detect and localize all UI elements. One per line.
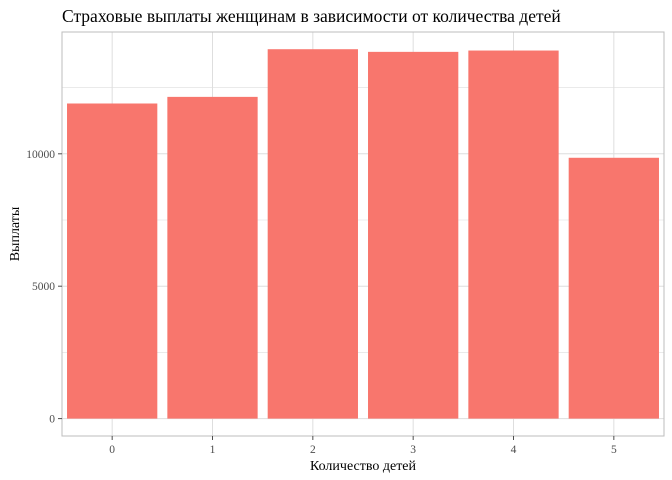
bar-3	[368, 51, 459, 419]
y-tick-label: 0	[49, 414, 55, 426]
bar-0	[67, 103, 158, 419]
x-tick-label: 0	[109, 444, 115, 456]
chart-title: Страховые выплаты женщинам в зависимости…	[62, 6, 561, 26]
panel-border	[61, 31, 665, 437]
x-tick-label: 3	[410, 444, 416, 456]
bar-4	[468, 50, 559, 419]
bar-2	[267, 49, 358, 419]
bar-5	[568, 157, 659, 419]
plot-panel	[61, 31, 665, 437]
x-axis: 0 1 2 3 4 5	[109, 436, 617, 456]
x-tick-label: 2	[310, 444, 316, 456]
y-axis: 0 5000 10000	[26, 149, 62, 426]
y-tick-label: 5000	[32, 281, 55, 293]
bar-1	[167, 96, 258, 419]
bars	[67, 49, 659, 419]
y-tick-label: 10000	[26, 149, 55, 161]
x-axis-title: Количество детей	[310, 459, 417, 474]
x-tick-label: 1	[210, 444, 216, 456]
x-tick-label: 5	[611, 444, 617, 456]
y-axis-title: Выплаты	[8, 206, 23, 261]
x-tick-label: 4	[511, 444, 517, 456]
